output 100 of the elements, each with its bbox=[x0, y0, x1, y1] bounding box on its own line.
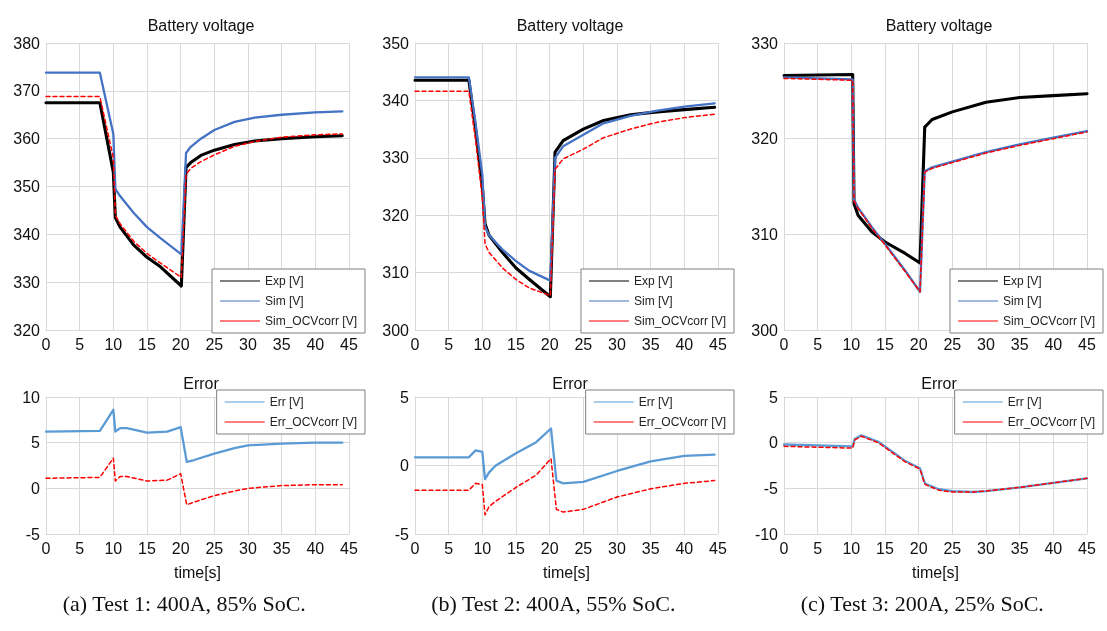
y-tick-label: 330 bbox=[751, 34, 779, 52]
chart-title: Error bbox=[552, 374, 589, 392]
legend-label: Sim [V] bbox=[1002, 294, 1042, 308]
legend-label: Exp [V] bbox=[264, 274, 304, 288]
y-tick-label: 310 bbox=[751, 225, 779, 243]
legend-label: Exp [V] bbox=[1002, 274, 1042, 288]
line-series bbox=[45, 457, 344, 506]
x-tick-label: 15 bbox=[507, 539, 525, 557]
x-tick-label: 10 bbox=[842, 335, 861, 353]
x-tick-label: 45 bbox=[1078, 539, 1096, 557]
x-tick-label: 40 bbox=[1044, 539, 1063, 557]
legend-label: Err [V] bbox=[1007, 395, 1042, 409]
legend-label: Err [V] bbox=[269, 395, 304, 409]
y-tick-label: 350 bbox=[382, 34, 410, 52]
x-tick-label: 10 bbox=[473, 335, 492, 353]
legend-label: Sim_OCVcorr [V] bbox=[633, 314, 726, 328]
x-tick-label: 20 bbox=[171, 335, 190, 353]
x-tick-label: 35 bbox=[272, 335, 291, 353]
x-tick-label: 35 bbox=[1010, 539, 1029, 557]
chart-title: Battery voltage bbox=[885, 16, 993, 34]
chart-title: Error bbox=[183, 374, 220, 392]
x-tick-label: 30 bbox=[977, 539, 995, 557]
x-tick-label: 30 bbox=[608, 335, 626, 353]
x-tick-label: 40 bbox=[675, 539, 694, 557]
legend-label: Sim_OCVcorr [V] bbox=[264, 314, 357, 328]
x-axis-title: time[s] bbox=[911, 563, 960, 581]
x-tick-label: 45 bbox=[340, 539, 358, 557]
x-tick-label: 25 bbox=[574, 335, 593, 353]
text: (c) Test 3: 200A, 25% SoC. bbox=[800, 590, 1044, 616]
text: (a) Test 1: 400A, 85% SoC. bbox=[62, 590, 306, 616]
legend-label: Sim_OCVcorr [V] bbox=[1002, 314, 1095, 328]
y-tick-label: 320 bbox=[382, 206, 410, 224]
legend-label: Err_OCVcorr [V] bbox=[269, 415, 358, 429]
x-tick-label: 15 bbox=[876, 539, 894, 557]
x-tick-label: 40 bbox=[306, 539, 325, 557]
y-tick-label: 300 bbox=[382, 321, 410, 339]
legend-label: Sim [V] bbox=[633, 294, 673, 308]
x-tick-label: 25 bbox=[205, 335, 224, 353]
x-tick-label: 5 bbox=[444, 539, 454, 557]
legend-label: Err_OCVcorr [V] bbox=[638, 415, 727, 429]
chart-title: Error bbox=[921, 374, 958, 392]
x-tick-label: 40 bbox=[1044, 335, 1063, 353]
y-tick-label: 5 bbox=[31, 434, 41, 452]
y-tick-label: -5 bbox=[763, 479, 779, 497]
y-tick-label: -5 bbox=[394, 525, 410, 543]
x-tick-label: 20 bbox=[909, 335, 928, 353]
x-tick-label: 25 bbox=[943, 335, 962, 353]
y-tick-label: 310 bbox=[382, 264, 410, 282]
legend-label: Sim [V] bbox=[264, 294, 304, 308]
x-tick-label: 35 bbox=[641, 539, 660, 557]
y-tick-label: 5 bbox=[400, 388, 410, 406]
x-tick-label: 40 bbox=[675, 335, 694, 353]
x-tick-label: 30 bbox=[239, 335, 257, 353]
legend-label: Err [V] bbox=[638, 395, 673, 409]
y-tick-label: 10 bbox=[22, 388, 41, 406]
x-tick-label: 30 bbox=[608, 539, 626, 557]
y-tick-label: 0 bbox=[31, 479, 41, 497]
y-tick-label: 340 bbox=[382, 91, 410, 109]
x-tick-label: 20 bbox=[540, 335, 559, 353]
x-tick-label: 45 bbox=[340, 335, 358, 353]
x-tick-label: 30 bbox=[239, 539, 257, 557]
x-tick-label: 15 bbox=[138, 539, 156, 557]
x-axis-title: time[s] bbox=[542, 563, 591, 581]
x-tick-label: 10 bbox=[842, 539, 861, 557]
x-tick-label: 30 bbox=[977, 335, 995, 353]
x-tick-label: 20 bbox=[540, 539, 559, 557]
x-tick-label: 45 bbox=[709, 539, 727, 557]
x-tick-label: 20 bbox=[909, 539, 928, 557]
x-tick-label: 25 bbox=[943, 539, 962, 557]
x-tick-label: 5 bbox=[444, 335, 454, 353]
y-tick-label: 0 bbox=[400, 457, 410, 474]
y-tick-label: 5 bbox=[769, 388, 779, 406]
x-tick-label: 5 bbox=[813, 539, 823, 557]
x-tick-label: 15 bbox=[138, 335, 156, 353]
y-tick-label: 300 bbox=[751, 321, 779, 339]
line-series bbox=[44, 408, 344, 463]
y-tick-label: -10 bbox=[754, 525, 779, 543]
x-tick-label: 35 bbox=[641, 335, 660, 353]
x-tick-label: 20 bbox=[171, 539, 190, 557]
legend-label: Err_OCVcorr [V] bbox=[1007, 415, 1096, 429]
x-tick-label: 25 bbox=[574, 539, 593, 557]
y-tick-label: 320 bbox=[13, 321, 41, 339]
x-tick-label: 15 bbox=[876, 335, 894, 353]
y-tick-label: -5 bbox=[25, 525, 41, 543]
x-tick-label: 5 bbox=[75, 539, 85, 557]
x-tick-label: 25 bbox=[205, 539, 224, 557]
x-tick-label: 40 bbox=[306, 335, 325, 353]
chart-title: Battery voltage bbox=[147, 16, 255, 34]
x-tick-label: 5 bbox=[813, 335, 823, 353]
chart-title: Battery voltage bbox=[516, 16, 624, 34]
x-axis-title: time[s] bbox=[173, 563, 222, 581]
y-tick-label: 380 bbox=[13, 34, 41, 52]
y-tick-label: 0 bbox=[769, 434, 779, 452]
line-series bbox=[414, 457, 716, 516]
y-tick-label: 360 bbox=[13, 130, 41, 148]
line-series bbox=[413, 427, 716, 485]
x-tick-label: 15 bbox=[507, 335, 525, 353]
y-tick-label: 330 bbox=[382, 149, 410, 167]
y-tick-label: 350 bbox=[13, 178, 41, 195]
text: (b) Test 2: 400A, 55% SoC. bbox=[431, 590, 676, 616]
